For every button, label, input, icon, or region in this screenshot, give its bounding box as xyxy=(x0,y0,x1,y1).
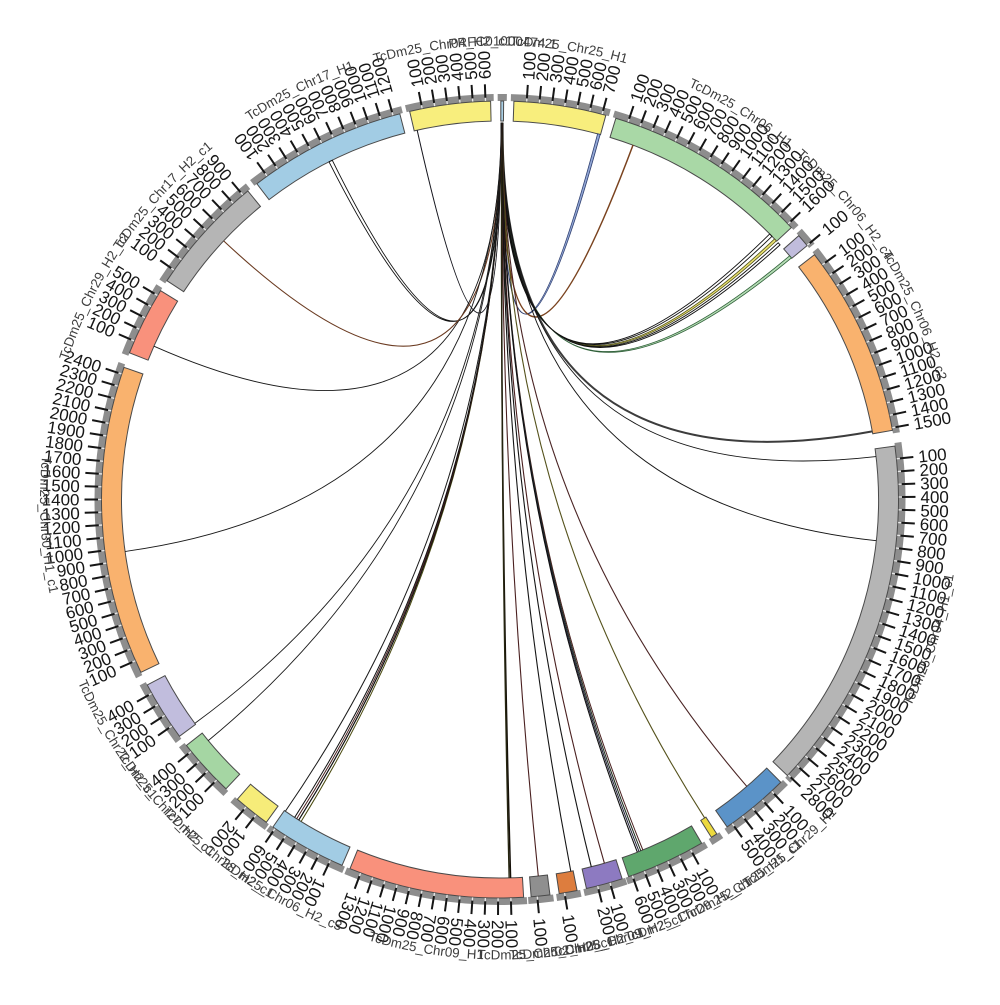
svg-text:300: 300 xyxy=(920,473,949,493)
svg-text:1000: 1000 xyxy=(44,544,84,568)
svg-text:100: 100 xyxy=(501,920,521,949)
svg-text:400: 400 xyxy=(920,488,948,507)
svg-text:1400: 1400 xyxy=(42,491,80,510)
svg-text:600: 600 xyxy=(919,515,948,536)
svg-text:500: 500 xyxy=(445,917,467,947)
svg-text:1700: 1700 xyxy=(43,447,82,470)
svg-text:400: 400 xyxy=(559,55,582,86)
svg-text:200: 200 xyxy=(418,55,441,86)
svg-text:500: 500 xyxy=(460,51,481,81)
svg-text:200: 200 xyxy=(488,920,507,948)
svg-text:PRFC01000474.1: PRFC01000474.1 xyxy=(448,33,558,51)
svg-text:700: 700 xyxy=(416,913,439,944)
svg-text:300: 300 xyxy=(546,53,569,84)
svg-text:600: 600 xyxy=(430,915,453,946)
svg-text:900: 900 xyxy=(914,555,945,578)
svg-text:900: 900 xyxy=(55,558,86,581)
svg-text:800: 800 xyxy=(916,542,946,564)
svg-text:300: 300 xyxy=(432,53,455,84)
svg-text:400: 400 xyxy=(446,52,468,82)
svg-text:300: 300 xyxy=(473,919,493,948)
svg-text:400: 400 xyxy=(459,918,480,948)
svg-text:100: 100 xyxy=(519,51,540,81)
svg-text:1300: 1300 xyxy=(42,504,80,524)
svg-text:1600: 1600 xyxy=(42,461,81,482)
svg-text:1500: 1500 xyxy=(42,476,80,496)
svg-text:200: 200 xyxy=(919,459,949,480)
svg-text:1100: 1100 xyxy=(44,531,82,553)
svg-text:100: 100 xyxy=(529,917,551,947)
svg-text:200: 200 xyxy=(533,52,555,82)
svg-text:100: 100 xyxy=(917,445,947,467)
svg-text:700: 700 xyxy=(918,528,948,549)
svg-text:1800: 1800 xyxy=(44,432,84,456)
svg-text:100: 100 xyxy=(558,913,581,944)
svg-text:1200: 1200 xyxy=(42,518,81,539)
svg-text:600: 600 xyxy=(475,51,495,80)
svg-text:500: 500 xyxy=(920,501,949,521)
